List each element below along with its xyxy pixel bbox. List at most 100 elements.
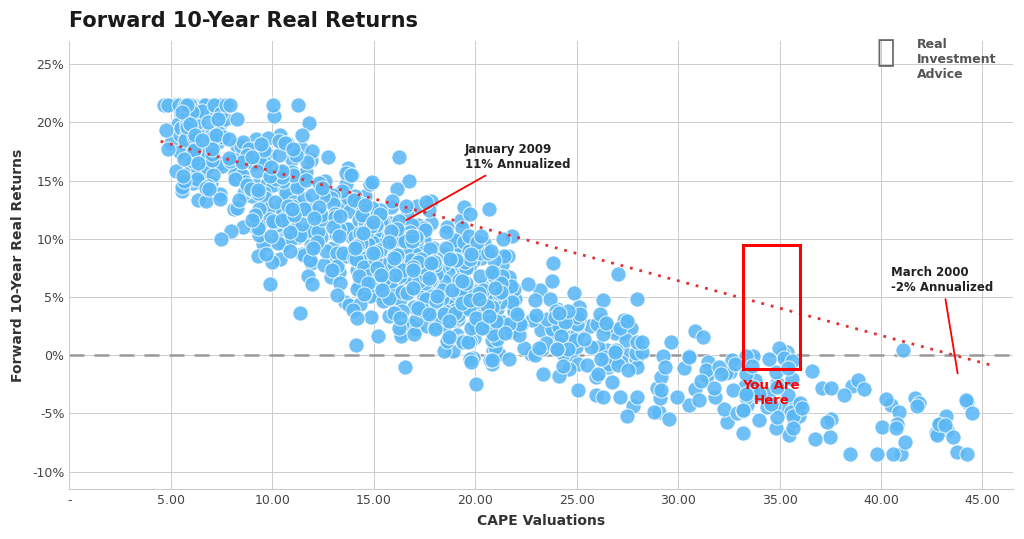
Point — [368, 231, 384, 240]
Point — [554, 323, 570, 331]
Point — [572, 320, 589, 328]
Point — [213, 109, 229, 118]
Point — [255, 240, 271, 248]
Point — [181, 122, 198, 130]
Point — [172, 131, 188, 140]
Point — [501, 273, 517, 281]
Point — [208, 130, 224, 139]
Point — [366, 229, 382, 238]
Point — [470, 289, 486, 298]
Point — [774, 404, 791, 413]
Point — [387, 249, 403, 258]
Point — [487, 279, 504, 287]
Point — [271, 222, 288, 231]
Point — [582, 321, 598, 330]
Point — [488, 305, 505, 313]
Point — [423, 197, 439, 206]
Point — [506, 309, 522, 317]
Point — [566, 336, 583, 345]
Point — [538, 339, 554, 348]
Point — [465, 353, 481, 362]
Point — [478, 316, 495, 325]
Point — [555, 324, 571, 333]
Point — [476, 239, 493, 247]
Point — [424, 254, 440, 263]
Point — [411, 268, 427, 277]
Point — [560, 306, 577, 315]
Point — [267, 198, 284, 206]
Point — [617, 336, 634, 344]
Point — [416, 293, 432, 302]
Point — [294, 203, 310, 212]
Point — [559, 345, 575, 354]
Point — [315, 261, 332, 270]
Point — [427, 324, 443, 333]
Point — [184, 117, 201, 126]
Point — [454, 216, 470, 225]
Point — [473, 232, 489, 240]
Point — [257, 159, 273, 168]
Point — [959, 398, 976, 406]
Point — [687, 327, 703, 335]
Point — [957, 396, 974, 405]
Point — [370, 233, 386, 241]
Point — [351, 238, 368, 247]
Point — [606, 328, 623, 337]
Point — [362, 220, 379, 229]
Point — [190, 170, 207, 179]
Point — [353, 243, 370, 252]
Point — [401, 233, 418, 242]
Point — [355, 290, 372, 299]
Point — [229, 114, 246, 123]
Point — [473, 253, 489, 262]
Point — [814, 384, 830, 392]
Point — [473, 248, 489, 257]
Point — [262, 215, 279, 224]
Point — [414, 265, 430, 274]
Point — [183, 151, 200, 160]
Point — [590, 370, 606, 379]
Point — [359, 261, 376, 270]
Point — [949, 448, 966, 457]
Point — [189, 158, 206, 167]
Point — [418, 252, 434, 261]
Point — [163, 139, 179, 147]
Point — [939, 426, 955, 435]
Point — [373, 271, 389, 279]
Point — [177, 136, 194, 144]
Point — [588, 391, 604, 400]
Point — [267, 220, 284, 229]
Point — [938, 412, 954, 420]
Point — [264, 258, 281, 266]
Point — [735, 429, 752, 437]
Point — [195, 172, 211, 181]
Point — [744, 382, 761, 391]
Point — [325, 223, 341, 232]
Point — [693, 377, 710, 385]
Point — [181, 101, 198, 109]
Point — [465, 257, 481, 265]
Point — [403, 220, 420, 229]
Point — [173, 107, 189, 116]
Point — [228, 204, 245, 212]
Point — [186, 133, 203, 142]
Point — [250, 188, 266, 197]
Point — [392, 243, 409, 251]
Point — [383, 277, 399, 286]
Point — [389, 257, 406, 266]
Point — [313, 184, 330, 192]
Point — [234, 222, 251, 231]
Point — [419, 269, 435, 278]
Point — [331, 232, 347, 241]
Point — [569, 320, 586, 329]
Point — [276, 186, 293, 195]
Point — [356, 262, 373, 271]
Point — [751, 415, 767, 424]
Point — [515, 344, 531, 353]
Point — [589, 320, 605, 329]
Point — [376, 274, 392, 283]
Point — [328, 210, 344, 218]
Point — [597, 360, 613, 369]
Point — [391, 217, 408, 225]
Point — [356, 217, 373, 226]
